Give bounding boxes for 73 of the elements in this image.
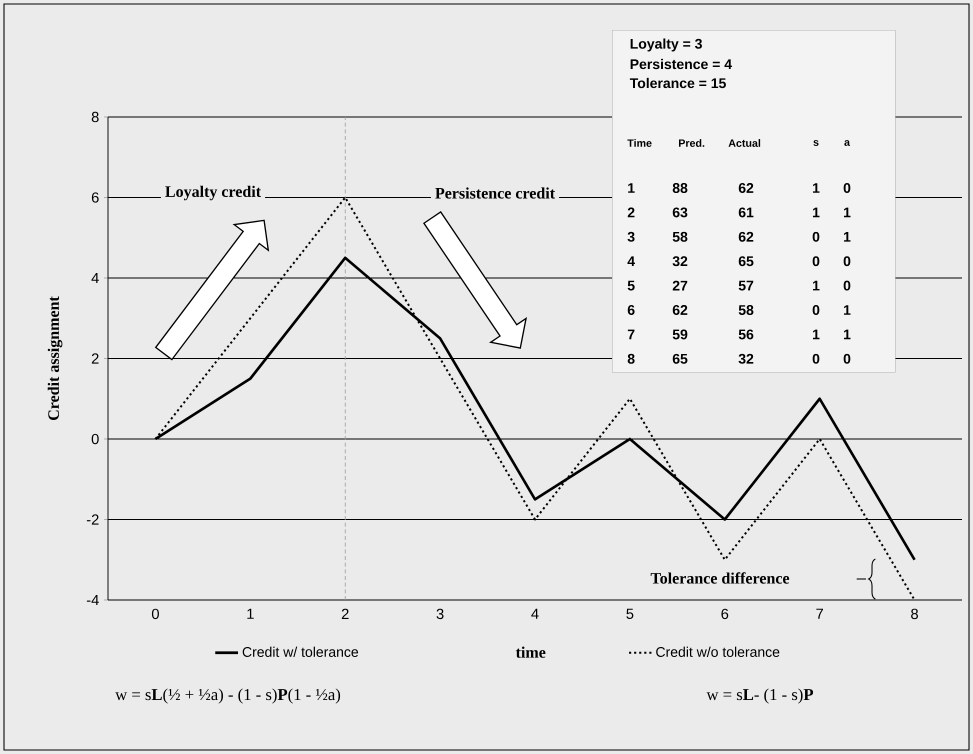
annotation: Time [627,139,652,147]
annotation: 63 [672,207,688,218]
annotation: Persistence credit [435,187,555,199]
annotation: 1 [812,183,820,193]
annotation: 0 [844,280,850,291]
annotation: 4 [627,256,635,266]
y-tick-label: -2 [86,514,99,525]
annotation: 62 [672,305,688,315]
x-tick-label: 6 [721,608,728,620]
annotation: 1 [812,208,820,218]
x-tick-label: 1 [247,608,254,619]
text: w = sL- (1 - s)P [706,688,814,704]
annotation: 0 [844,256,850,266]
y-axis-title: Credit assignment [48,296,62,420]
y-tick-label: -4 [86,594,99,606]
text: Tolerance = 15 [630,78,726,88]
annotation: 0 [812,354,820,364]
annotation: 58 [672,232,688,242]
annotation: 32 [738,354,754,364]
annotation: 1 [844,305,850,315]
annotation: 27 [672,280,688,290]
annotation: 1 [812,330,820,340]
annotation: 5 [628,280,635,290]
annotation: 3 [628,232,635,242]
y-tick-label: 0 [92,434,99,444]
annotation: 0 [812,232,820,242]
annotation: 32 [672,256,688,266]
x-tick-label: 4 [531,608,539,619]
x-tick-label: 8 [911,608,918,620]
text: Loyalty = 3 [630,38,702,52]
annotation: Loyalty credit [165,186,262,200]
annotation: 0 [812,256,820,266]
annotation: s [813,140,819,146]
annotation: 8 [628,354,635,364]
annotation: Actual [728,139,760,147]
annotation: 61 [738,207,754,218]
annotation: 65 [738,256,754,266]
annotation: 7 [628,330,634,340]
text: w = sL(½ + ½a) - (1 - s)P(1 - ½a) [115,688,340,704]
annotation: 0 [812,305,820,315]
annotation: 62 [738,232,754,242]
annotation: 58 [738,305,754,315]
annotation: Tolerance difference [650,572,790,584]
annotation: 1 [844,208,850,218]
annotation: 1 [812,280,820,290]
annotation: 57 [738,280,754,290]
x-tick-label: 7 [816,608,824,619]
legend-label: Credit w/o tolerance [656,646,780,657]
annotation: 2 [628,208,634,218]
legend-label: Credit w/ tolerance [242,646,358,657]
annotation: 1 [628,183,635,193]
x-tick-label: 0 [152,608,159,620]
x-axis-title: time [516,646,546,658]
y-tick-label: 4 [91,272,99,284]
annotation: Pred. [678,139,704,147]
annotation: 59 [672,329,688,340]
x-tick-label: 3 [436,608,444,620]
annotation: 1 [844,232,850,242]
y-tick-label: 2 [92,353,99,364]
x-tick-label: 2 [342,608,349,619]
annotation: 1 [844,330,850,340]
y-tick-label: 6 [92,192,99,203]
annotation: 0 [844,183,850,193]
x-tick-label: 5 [626,608,634,619]
annotation: 88 [672,183,688,193]
text: Persistence = 4 [630,58,732,70]
y-tick-label: 8 [92,112,99,122]
annotation: 56 [738,329,754,340]
annotation: a [844,140,850,146]
annotation: 65 [672,354,688,364]
annotation: 6 [628,305,635,315]
annotation: 0 [844,354,850,364]
annotation: 62 [738,183,754,193]
